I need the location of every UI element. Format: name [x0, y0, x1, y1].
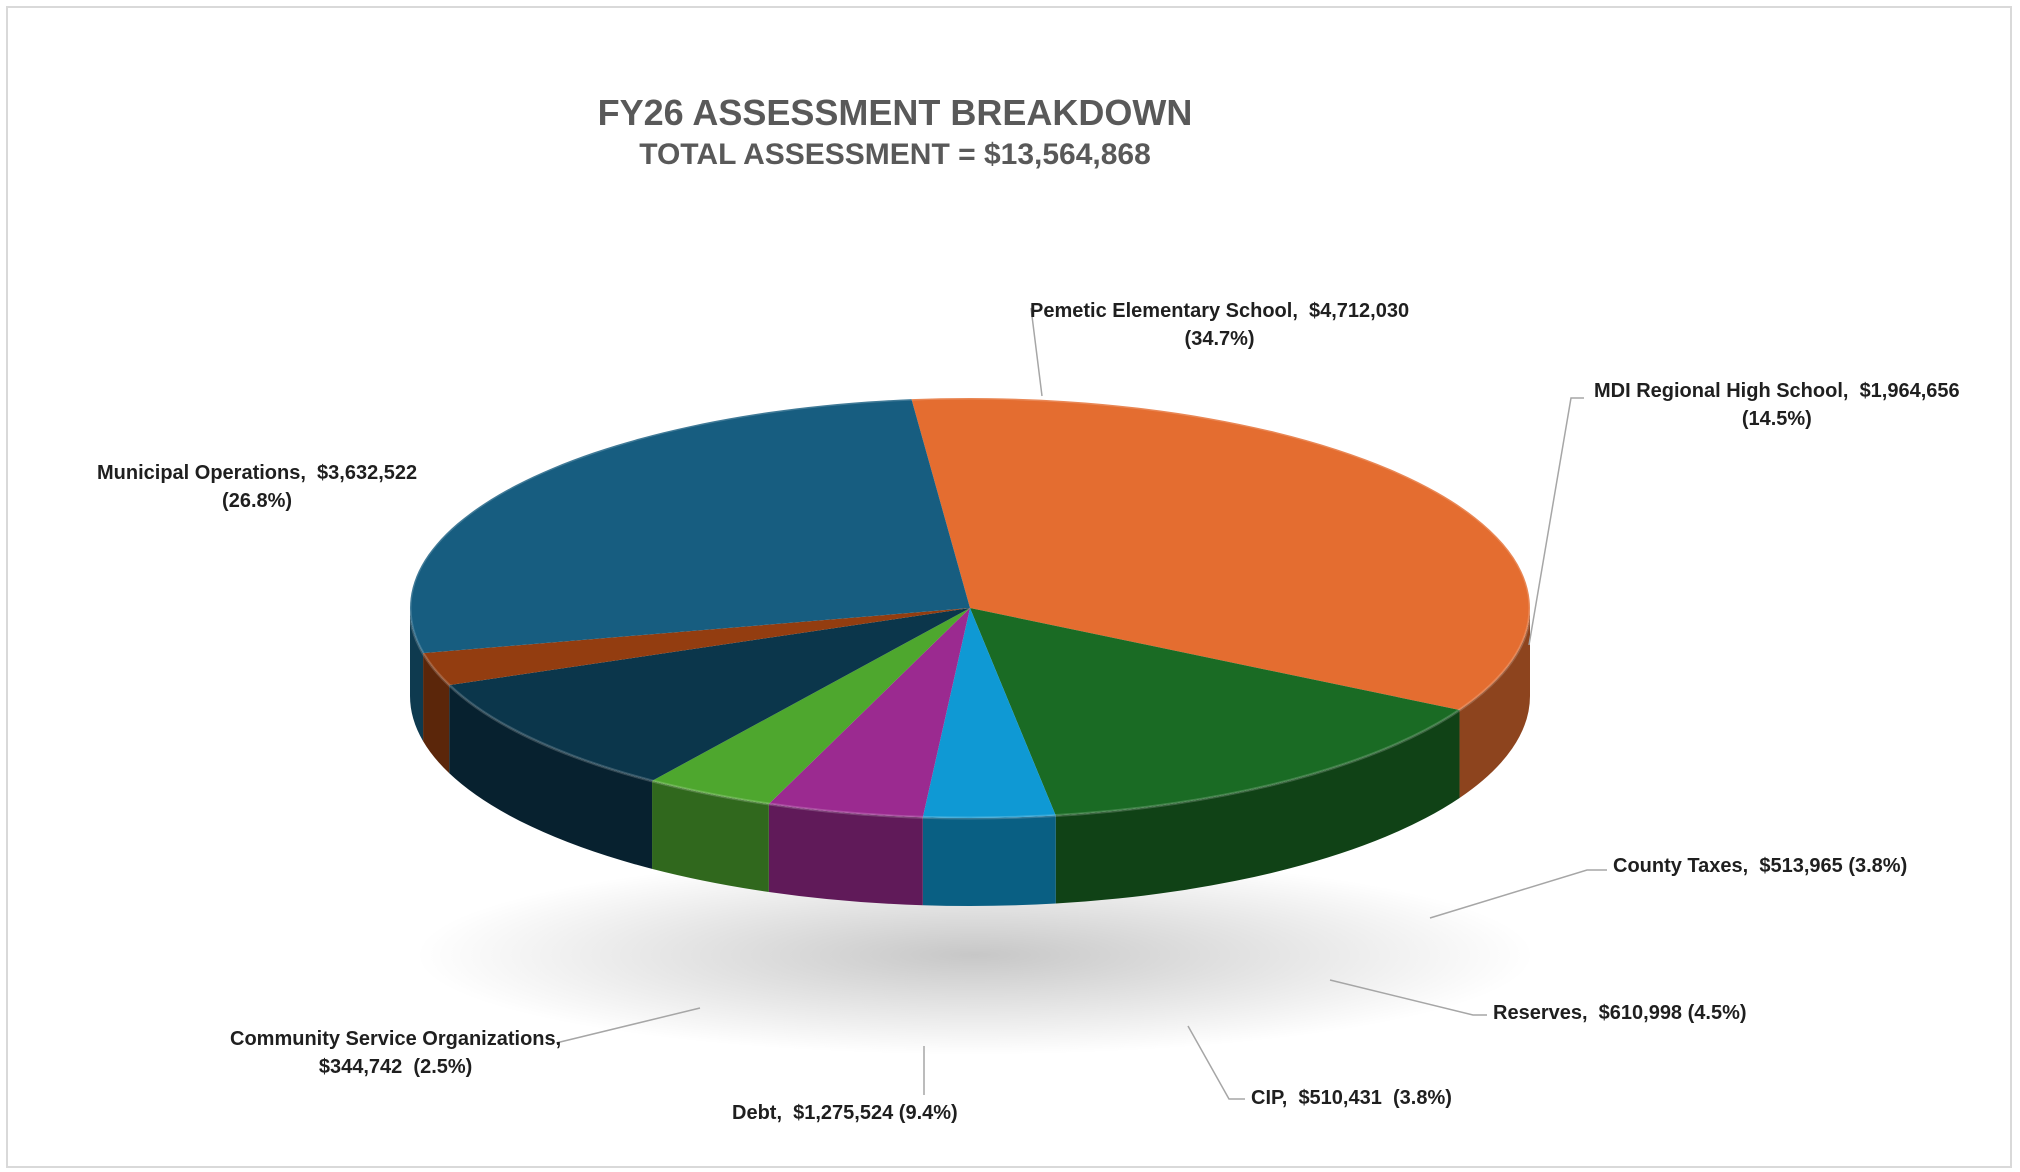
label-debt-percent: (9.4%): [898, 1102, 958, 1124]
slice-side-municipal-operations: [410, 608, 424, 742]
leader-reserves: [1329, 979, 1487, 1016]
label-reserves-name: Reserves: [1493, 1002, 1582, 1024]
label-pemetic: Pemetic Elementary School, $4,712,030 (3…: [1030, 300, 1410, 350]
label-cip-amount: $510,431: [1298, 1087, 1382, 1109]
slice-side-reserves: [768, 803, 923, 906]
label-county-percent: (3.8%): [1848, 855, 1908, 877]
label-pemetic-amount: $4,712,030: [1309, 300, 1410, 322]
label-reserves: Reserves, $610,998 (4.5%): [1493, 1002, 1747, 1024]
label-cso: Community Service Organizations, $344,74…: [230, 1028, 562, 1078]
label-municipal-amount: $3,632,522: [317, 462, 418, 484]
slice-mdi-regional-high-school[interactable]: [970, 608, 1460, 816]
label-municipal-percent: (26.8%): [222, 490, 293, 512]
label-cip-percent: (3.8%): [1392, 1087, 1452, 1109]
slice-side-county-taxes: [922, 815, 1056, 907]
label-municipal: Municipal Operations, $3,632,522 (26.8%): [97, 462, 418, 512]
pie-rim: [408, 396, 1532, 820]
label-cso-name: Community Service Organizations: [230, 1028, 556, 1050]
slice-debt[interactable]: [449, 608, 970, 781]
label-cip-name: CIP: [1251, 1087, 1282, 1109]
label-debt-name: Debt: [732, 1102, 777, 1124]
label-cip: CIP, $510,431 (3.8%): [1251, 1087, 1452, 1109]
slice-side-mdi-regional-high-school: [1055, 709, 1460, 904]
label-county-amount: $513,965: [1759, 855, 1843, 877]
label-pemetic-name: Pemetic Elementary School: [1030, 300, 1293, 322]
pie-tops: [408, 396, 1532, 820]
label-debt: Debt, $1,275,524 (9.4%): [732, 1102, 958, 1124]
pie-shadow: [415, 855, 1535, 1055]
slice-side-debt: [449, 685, 653, 869]
leader-cso: [555, 1007, 701, 1044]
slice-side-pemetic-elementary-school: [1459, 608, 1530, 798]
leader-county: [1429, 869, 1607, 919]
label-mdi: MDI Regional High School, $1,964,656 (14…: [1594, 380, 1960, 430]
pie-sides: [410, 608, 1530, 907]
chart-title: FY26 ASSESSMENT BREAKDOWN: [597, 92, 1193, 133]
leader-cip: [1187, 1025, 1245, 1100]
label-mdi-name: MDI Regional High School: [1594, 380, 1843, 402]
label-county: County Taxes, $513,965 (3.8%): [1613, 855, 1908, 877]
leader-mdi: [1528, 397, 1584, 646]
slice-pemetic-elementary-school[interactable]: [911, 397, 1531, 710]
label-mdi-amount: $1,964,656: [1859, 380, 1960, 402]
label-mdi-percent: (14.5%): [1741, 408, 1812, 430]
leader-pemetic: [1030, 307, 1043, 397]
label-reserves-amount: $610,998: [1598, 1002, 1683, 1024]
label-county-name: County Taxes: [1613, 855, 1743, 877]
leader-lines: [555, 307, 1607, 1100]
slice-community-service-organizations[interactable]: [423, 608, 970, 686]
slice-reserves[interactable]: [768, 608, 970, 818]
label-cso-amount: $344,742: [318, 1056, 403, 1078]
slice-municipal-operations[interactable]: [410, 399, 971, 654]
slice-county-taxes[interactable]: [922, 608, 1056, 819]
slice-cip[interactable]: [652, 608, 970, 804]
slice-side-community-service-organizations: [423, 653, 450, 774]
label-pemetic-percent: (34.7%): [1184, 328, 1255, 350]
label-municipal-name: Municipal Operations: [97, 462, 301, 484]
slice-side-cip: [652, 780, 769, 892]
label-cso-percent: (2.5%): [413, 1056, 473, 1078]
label-debt-amount: $1,275,524: [793, 1102, 894, 1124]
label-reserves-percent: (4.5%): [1687, 1002, 1747, 1024]
chart-subtitle: TOTAL ASSESSMENT = $13,564,868: [639, 138, 1151, 171]
